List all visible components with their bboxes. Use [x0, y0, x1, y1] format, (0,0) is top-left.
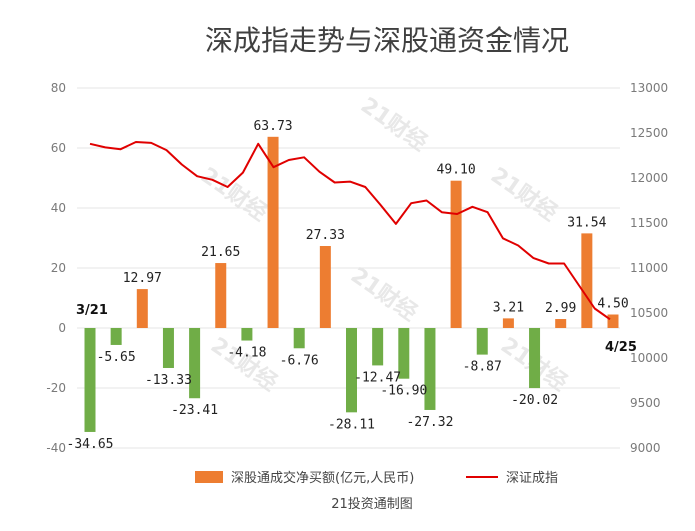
bar-label: 49.10 [437, 163, 476, 178]
chart-title: 深成指走势与深股通资金情况 [205, 24, 569, 57]
bar-label: 12.97 [123, 271, 162, 286]
bar [319, 246, 331, 328]
right-tick-label: 9000 [630, 441, 661, 455]
bar [372, 328, 384, 366]
bar [189, 328, 201, 399]
right-tick-label: 13000 [630, 81, 668, 95]
bar [293, 328, 305, 349]
bar-label: -16.90 [380, 384, 427, 399]
watermark-text: 21财经 [206, 332, 282, 396]
bar [529, 328, 541, 389]
bar [267, 136, 279, 328]
line-path [89, 141, 611, 321]
legend-line-label: 深证成指 [506, 471, 558, 486]
watermark-text: 21财经 [346, 262, 422, 326]
right-axis: 9000 9500 10000 10500 11000 11500 12000 12500 13… [630, 81, 668, 455]
bar-label: -20.02 [511, 393, 558, 408]
bar-label: -27.32 [406, 415, 453, 430]
bar-label: 63.73 [253, 119, 292, 134]
bar [136, 289, 148, 328]
right-tick-label: 11500 [630, 216, 668, 230]
right-tick-label: 12000 [630, 171, 668, 185]
left-tick-label: -40 [46, 441, 66, 455]
bar [502, 318, 514, 328]
right-tick-label: 12500 [630, 126, 668, 140]
watermark-text: 21财经 [196, 162, 272, 226]
bar-label: -28.11 [328, 417, 375, 432]
bar [162, 328, 174, 368]
left-tick-label: -20 [46, 381, 66, 395]
bar-label: -12.47 [354, 370, 401, 385]
bar-label: -5.65 [97, 350, 136, 365]
bar-label: -8.87 [463, 360, 502, 375]
bar-label: 21.65 [201, 245, 240, 260]
bar [346, 328, 357, 413]
bar [110, 328, 122, 345]
line-series [89, 141, 611, 321]
bar [607, 314, 619, 328]
bar-label: -34.65 [67, 437, 114, 452]
bar-label: 3.21 [493, 300, 524, 315]
right-tick-label: 11000 [630, 261, 668, 275]
bar-label: -13.33 [145, 373, 192, 388]
watermark-text: 21财经 [356, 92, 432, 156]
bar-label: 4.50 [597, 297, 628, 312]
bar [476, 328, 488, 355]
bar [555, 319, 567, 328]
right-tick-label: 10000 [630, 351, 668, 365]
end-date-label: 4/25 [605, 340, 637, 355]
bar [241, 328, 253, 341]
start-date-label: 3/21 [76, 303, 108, 318]
bar [424, 328, 436, 410]
legend-bar-label: 深股通成交净买额(亿元,人民币) [231, 470, 414, 486]
bar-label: -23.41 [171, 403, 218, 418]
source-label: 21投资通制图 [331, 496, 413, 512]
bar-label: 2.99 [545, 301, 576, 316]
legend: 深股通成交净买额(亿元,人民币) 深证成指 [195, 470, 558, 486]
bar-labels: -34.65 -5.65 12.97 -13.33 -23.41 21.65 -4.18 63… [67, 119, 629, 452]
left-tick-label: 60 [51, 141, 66, 155]
watermark-text: 21财经 [486, 162, 562, 226]
left-tick-label: 40 [51, 201, 66, 215]
left-axis: -40 -20 0 20 40 60 80 [46, 81, 66, 455]
bar [581, 233, 593, 328]
left-tick-label: 0 [58, 321, 66, 335]
bar [398, 328, 410, 379]
bar-label: -6.76 [280, 353, 319, 368]
bar [84, 328, 96, 432]
left-tick-label: 80 [51, 81, 66, 95]
bar-label: 27.33 [306, 228, 345, 243]
right-tick-label: 9500 [630, 396, 661, 410]
right-tick-label: 10500 [630, 306, 668, 320]
left-tick-label: 20 [51, 261, 66, 275]
bar-label: 31.54 [567, 215, 606, 230]
bar-label: -4.18 [227, 346, 266, 361]
legend-bar-swatch [195, 471, 223, 483]
bar-series [84, 136, 619, 432]
bar [215, 263, 227, 328]
bar [450, 180, 462, 328]
